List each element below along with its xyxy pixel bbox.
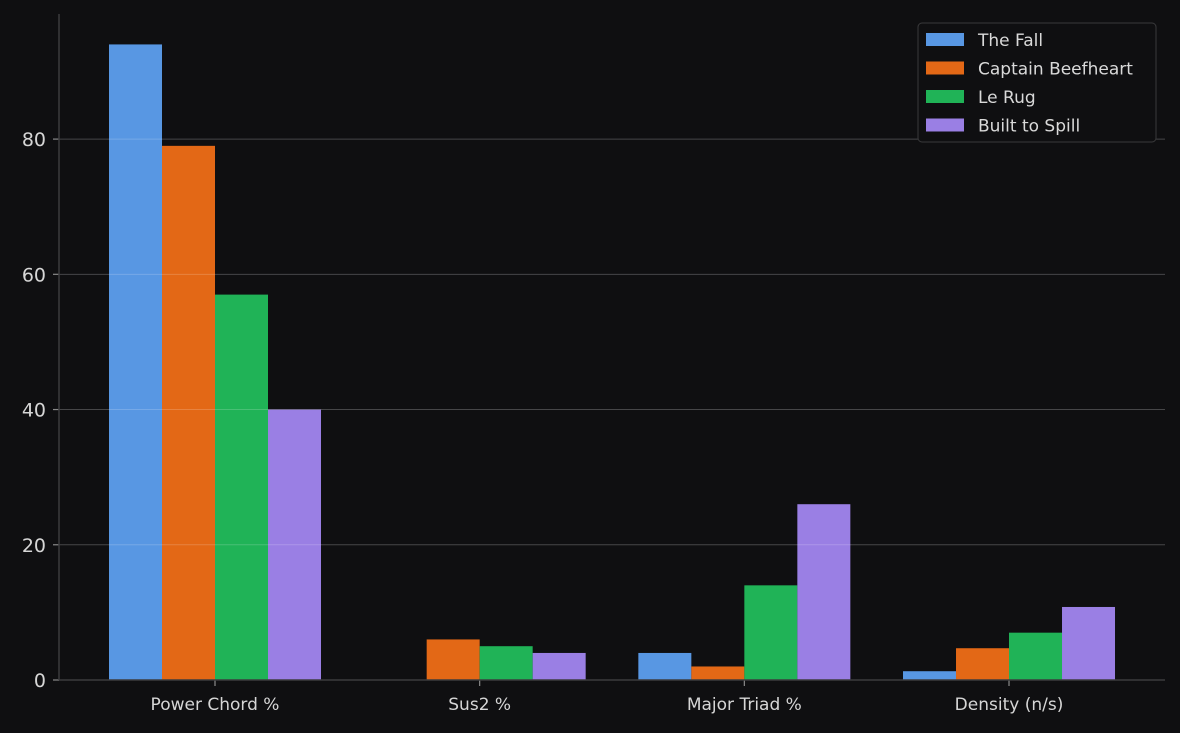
legend-swatch	[926, 90, 964, 103]
y-tick-label: 80	[22, 129, 46, 151]
x-tick-label: Density (n/s)	[955, 695, 1064, 715]
bar	[744, 585, 798, 680]
bar	[638, 652, 692, 680]
x-tick-label: Power Chord %	[151, 695, 280, 715]
legend-swatch	[926, 61, 964, 75]
legend: The Fall Captain Beefheart Le Rug Built to …	[917, 22, 1157, 143]
legend-label: Le Rug	[978, 88, 1036, 108]
y-tick-label: 60	[22, 264, 46, 286]
legend-label: The Fall	[977, 31, 1043, 51]
y-tick-label: 0	[34, 670, 46, 692]
bar	[532, 652, 586, 680]
bars	[59, 44, 1165, 681]
bar	[1009, 632, 1063, 680]
legend-swatch	[926, 118, 964, 132]
bar	[903, 671, 957, 680]
axes: 0 20 40 60 80 Power Chord % Sus2 % Major Triad …	[22, 14, 1165, 715]
bar	[426, 639, 480, 680]
legend-label: Captain Beefheart	[978, 60, 1133, 80]
bar	[479, 646, 533, 680]
bar	[215, 294, 268, 680]
bar	[956, 648, 1010, 680]
bar	[162, 145, 215, 680]
legend-swatch	[926, 33, 964, 46]
y-tick-label: 20	[22, 535, 46, 557]
x-tick-label: Major Triad %	[687, 695, 802, 715]
bar	[109, 44, 162, 681]
legend-label: Built to Spill	[978, 117, 1080, 137]
bar	[1062, 606, 1116, 680]
bar	[268, 409, 321, 680]
x-tick-label: Sus2 %	[448, 695, 511, 715]
bar	[797, 504, 851, 680]
bar	[691, 666, 745, 680]
y-tick-label: 40	[22, 400, 46, 422]
legend-box	[917, 22, 1157, 143]
